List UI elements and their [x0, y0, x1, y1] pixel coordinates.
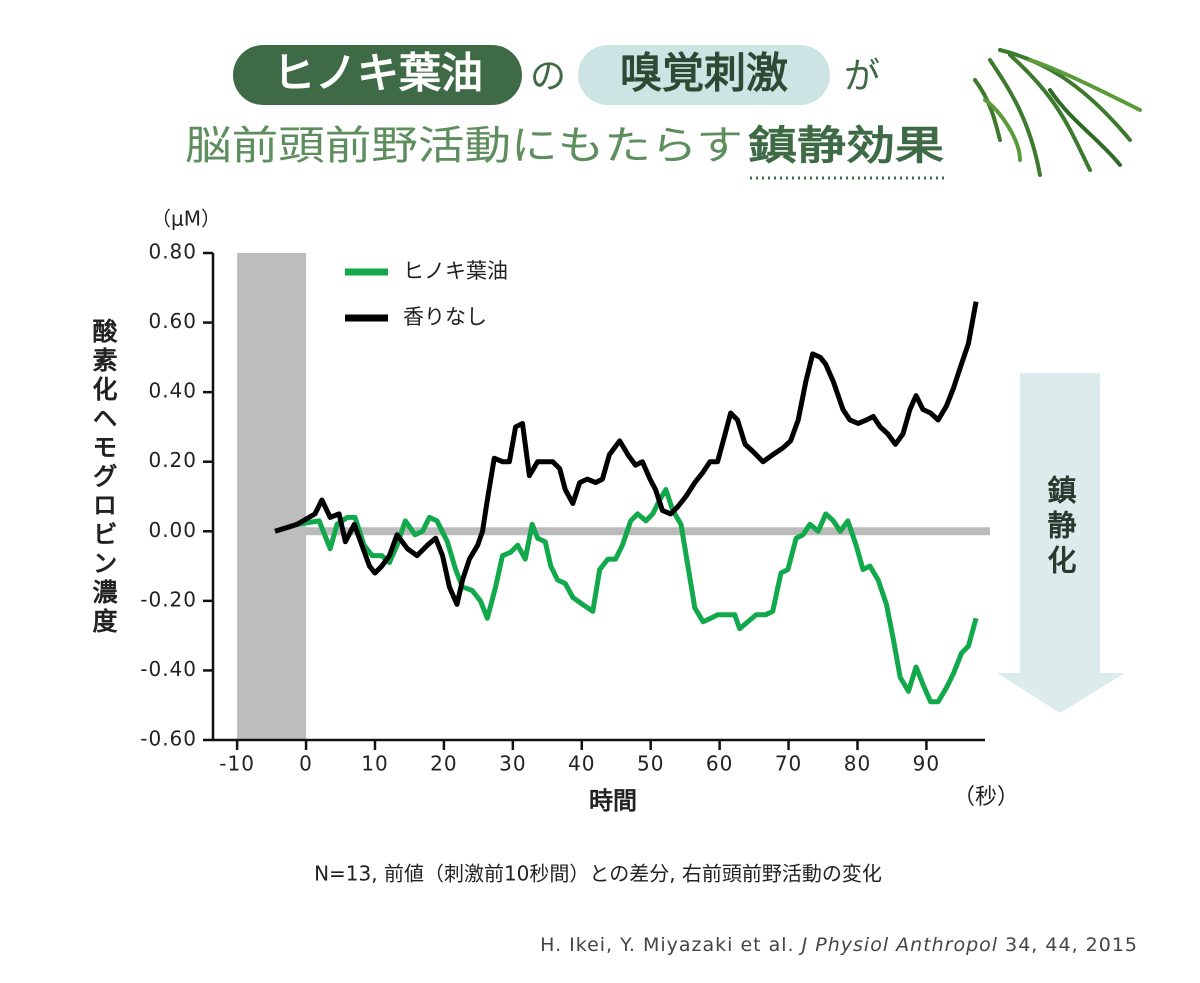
y-axis-label: 酸素化ヘモグロビン濃度 [89, 318, 118, 637]
series-line [274, 301, 979, 607]
plant-illustration [973, 48, 1142, 177]
citation-part: J Physiol Anthropol [798, 934, 998, 956]
x-tick-label: 90 [913, 752, 940, 776]
arrow-head [997, 673, 1125, 713]
title-part: が [844, 56, 880, 97]
x-tick-label: 60 [706, 752, 733, 776]
x-tick-label: 40 [568, 752, 595, 776]
title-part: の [530, 56, 566, 97]
series-line [274, 487, 979, 705]
y-tick-label: 0.40 [148, 379, 197, 403]
title-part: ヒノキ葉油 [273, 49, 483, 98]
citation: H. Ikei, Y. Miyazaki et al. J Physiol An… [540, 934, 1138, 956]
x-axis-label: 時間 [589, 787, 637, 815]
x-tick-label: 80 [844, 752, 871, 776]
citation-part: 34, 44, 2015 [998, 934, 1138, 956]
y-tick-label: 0.80 [148, 240, 197, 264]
subtitle-part: 鎮静効果 [748, 123, 944, 169]
y-tick-label: -0.20 [140, 587, 197, 611]
arrow-body [1020, 373, 1100, 673]
title-pill [233, 45, 522, 105]
legend-label: ヒノキ葉油 [403, 259, 508, 283]
title-part: 嗅覚刺激 [620, 49, 788, 98]
x-tick-label: 0 [299, 752, 313, 776]
y-tick-label: -0.60 [140, 727, 197, 751]
x-tick-label: 70 [775, 752, 802, 776]
y-tick-label: -0.40 [140, 657, 197, 681]
y-tick-label: 0.00 [148, 518, 197, 542]
x-unit: （秒） [953, 785, 1019, 810]
x-tick-label: 20 [430, 752, 457, 776]
y-tick-label: 0.60 [148, 309, 197, 333]
legend-label: 香りなし [403, 305, 487, 329]
title-pill [578, 45, 830, 105]
baseline-region [237, 253, 307, 740]
annotation: 鎮静化 [1043, 475, 1077, 580]
x-tick-label: -10 [219, 752, 255, 776]
x-tick-label: 50 [637, 752, 664, 776]
note: N=13, 前値（刺激前10秒間）との差分, 右前頭前野活動の変化 [314, 862, 882, 886]
x-tick-label: 30 [499, 752, 526, 776]
y-unit: （μM） [151, 207, 221, 231]
x-tick-label: 10 [361, 752, 388, 776]
subtitle-part: 脳前頭前野活動にもたらす [185, 123, 743, 169]
citation-part: H. Ikei, Y. Miyazaki et al. [540, 934, 802, 956]
y-tick-label: 0.20 [148, 448, 197, 472]
